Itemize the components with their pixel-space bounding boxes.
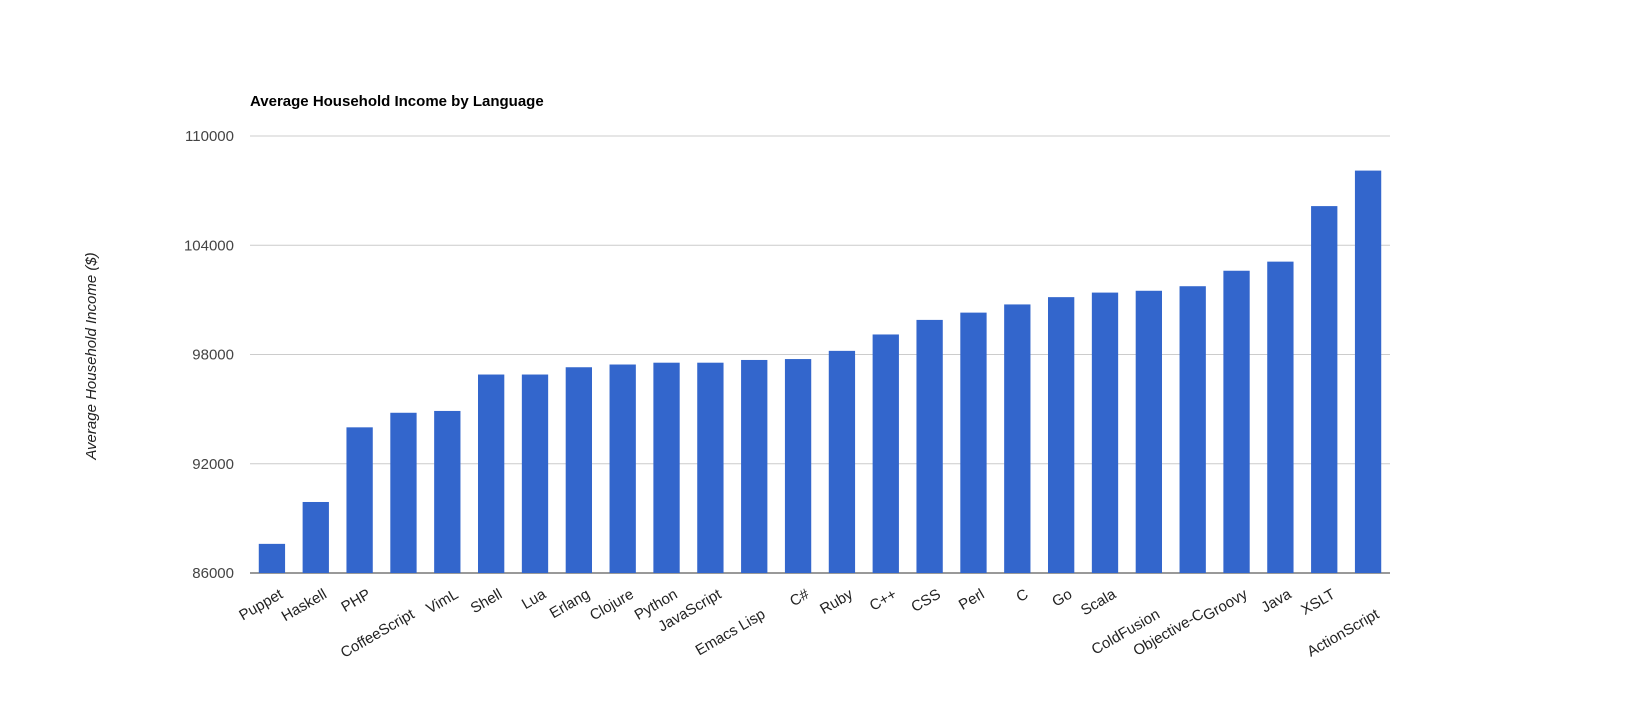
bar-ruby <box>828 350 856 573</box>
bar-css <box>916 319 943 573</box>
x-tick-label: Haskell <box>279 586 330 625</box>
bar-c- <box>784 359 812 573</box>
bar-python <box>653 362 680 573</box>
x-tick-label: Puppet <box>236 585 286 624</box>
x-tick-label: C# <box>787 585 813 610</box>
bar-javascript <box>697 362 724 573</box>
y-axis-title: Average Household Income ($) <box>83 252 100 460</box>
x-tick-label: Java <box>1258 585 1295 616</box>
gridlines <box>250 135 1390 574</box>
bars <box>258 170 1382 574</box>
x-tick-label: Scala <box>1078 585 1120 619</box>
bar-haskell <box>302 501 329 573</box>
bar-objective-c <box>1179 286 1206 573</box>
bar-php <box>346 427 373 573</box>
bar-scala <box>1091 292 1119 573</box>
bar-c <box>1004 304 1031 573</box>
x-tick-label: Erlang <box>547 586 593 622</box>
x-tick-label: Clojure <box>587 586 637 624</box>
x-tick-label: Groovy <box>1200 585 1251 624</box>
bar-perl <box>960 312 987 573</box>
x-tick-label: VimL <box>423 586 461 618</box>
bar-xslt <box>1311 206 1338 573</box>
bar-groovy <box>1223 270 1250 573</box>
x-tick-label: Ruby <box>817 585 856 617</box>
x-tick-label: PHP <box>338 586 373 616</box>
bar-emacs-lisp <box>741 359 768 573</box>
y-tick-label: 110000 <box>185 128 234 145</box>
bar-go <box>1048 297 1075 573</box>
x-tick-label: Lua <box>519 585 550 613</box>
bar-coldfusion <box>1135 290 1162 573</box>
x-tick-label: CSS <box>908 586 943 616</box>
bar-viml <box>434 410 461 573</box>
bar-shell <box>478 374 505 573</box>
y-tick-label: 104000 <box>184 237 234 254</box>
bar-java <box>1267 261 1294 573</box>
bar-puppet <box>258 543 286 573</box>
chart-title: Average Household Income by Language <box>250 93 544 110</box>
x-tick-label: ActionScript <box>1304 605 1383 660</box>
x-tick-label: C++ <box>867 586 900 615</box>
x-tick-label: C <box>1013 586 1031 606</box>
x-tick-label: Go <box>1049 586 1075 611</box>
x-tick-label: Emacs Lisp <box>693 606 769 659</box>
y-tick-label: 86000 <box>192 565 234 582</box>
y-tick-label: 98000 <box>192 347 234 364</box>
y-axis-ticks: 110000 104000 98000 92000 86000 <box>184 128 234 582</box>
bar-coffeescript <box>390 412 417 573</box>
x-tick-label: XSLT <box>1298 586 1338 619</box>
bar-c- <box>872 334 899 573</box>
bar-erlang <box>565 367 592 573</box>
bar-actionscript <box>1354 170 1382 574</box>
x-tick-label: Shell <box>468 586 505 617</box>
bar-clojure <box>609 364 636 573</box>
x-tick-label: Perl <box>956 586 988 614</box>
bar-lua <box>521 374 549 573</box>
y-tick-label: 92000 <box>192 456 234 473</box>
